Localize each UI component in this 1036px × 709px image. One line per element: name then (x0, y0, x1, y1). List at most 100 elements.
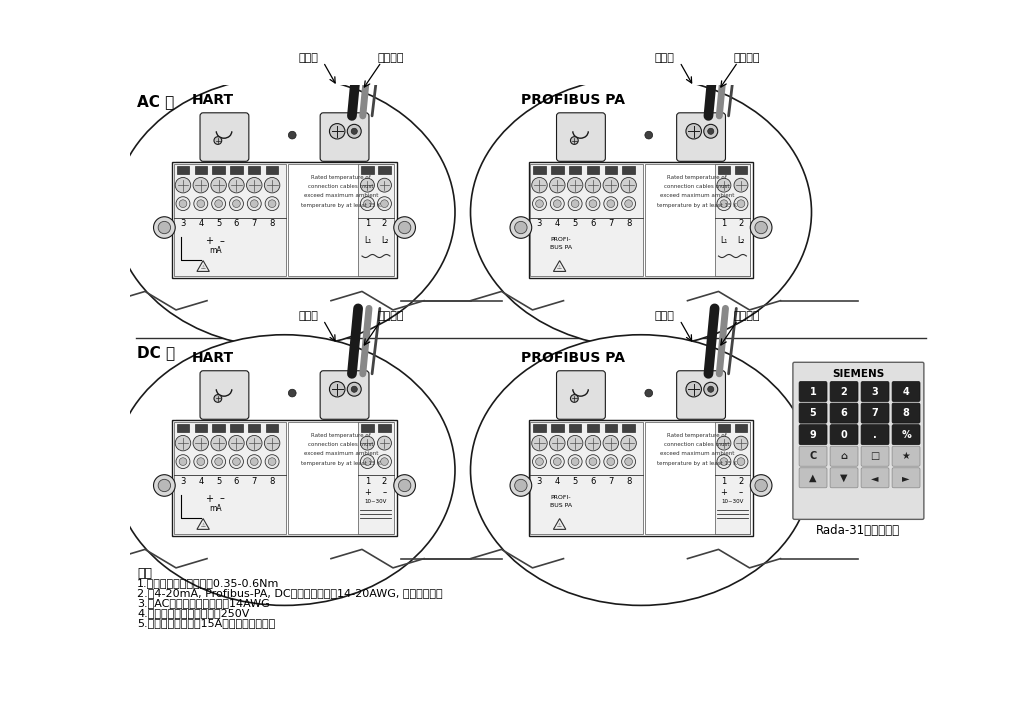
Text: 6: 6 (591, 477, 596, 486)
Bar (288, 164, 393, 276)
Circle shape (194, 454, 208, 469)
Text: PROFIBUS PA: PROFIBUS PA (521, 352, 625, 365)
Text: 注：: 注： (137, 567, 152, 580)
Circle shape (288, 389, 296, 397)
Text: 2: 2 (739, 477, 744, 486)
Circle shape (179, 200, 186, 208)
Bar (569, 166, 581, 174)
Text: Rated temperature of: Rated temperature of (311, 433, 371, 438)
Circle shape (585, 177, 601, 193)
Circle shape (288, 131, 296, 139)
Circle shape (510, 475, 531, 496)
Circle shape (361, 196, 374, 211)
FancyBboxPatch shape (861, 468, 889, 488)
FancyBboxPatch shape (892, 425, 920, 445)
Circle shape (214, 395, 222, 402)
Circle shape (179, 458, 186, 466)
Circle shape (380, 200, 388, 208)
Text: 接地端子: 接地端子 (377, 311, 404, 321)
Bar (266, 166, 279, 174)
FancyBboxPatch shape (556, 371, 605, 419)
FancyBboxPatch shape (892, 381, 920, 401)
Circle shape (622, 454, 635, 469)
Circle shape (510, 217, 531, 238)
Text: 3: 3 (537, 219, 542, 228)
FancyBboxPatch shape (892, 468, 920, 488)
Circle shape (750, 475, 772, 496)
Bar (172, 162, 397, 278)
Text: PROFIBUS PA: PROFIBUS PA (521, 94, 625, 108)
Circle shape (568, 454, 582, 469)
Circle shape (264, 177, 280, 193)
FancyBboxPatch shape (200, 371, 249, 419)
Text: Rada-31手持编程器: Rada-31手持编程器 (816, 524, 900, 537)
Text: 10~30V: 10~30V (365, 499, 387, 504)
Bar (362, 424, 374, 432)
Circle shape (533, 454, 546, 469)
Text: 接地端子: 接地端子 (733, 311, 760, 321)
Text: 2: 2 (739, 219, 744, 228)
Circle shape (720, 200, 728, 208)
Circle shape (549, 435, 565, 451)
Text: –: – (220, 493, 224, 503)
Bar (230, 166, 242, 174)
FancyBboxPatch shape (830, 446, 858, 467)
FancyBboxPatch shape (830, 403, 858, 423)
Circle shape (568, 177, 583, 193)
Circle shape (755, 221, 768, 234)
Circle shape (329, 123, 345, 139)
Circle shape (175, 177, 191, 193)
Text: SIEMENS: SIEMENS (832, 369, 885, 379)
Circle shape (737, 200, 745, 208)
Text: 8: 8 (902, 408, 910, 418)
Bar (569, 424, 581, 432)
Bar (534, 166, 546, 174)
Text: C: C (809, 451, 816, 462)
Bar (530, 422, 642, 534)
Text: 2: 2 (382, 477, 387, 486)
Ellipse shape (470, 77, 811, 347)
Circle shape (214, 200, 223, 208)
Circle shape (380, 458, 388, 466)
Text: 1: 1 (721, 477, 726, 486)
Text: L₂: L₂ (381, 236, 388, 245)
Circle shape (232, 458, 240, 466)
Circle shape (604, 196, 617, 211)
Text: temperature by at least 15 K: temperature by at least 15 K (300, 461, 380, 466)
Circle shape (607, 200, 614, 208)
Circle shape (686, 381, 701, 397)
Circle shape (644, 131, 653, 139)
Bar (358, 422, 394, 534)
Text: 3: 3 (180, 219, 185, 228)
Text: 8: 8 (269, 219, 275, 228)
Circle shape (708, 386, 714, 392)
Text: exceed maximum ambient: exceed maximum ambient (304, 194, 378, 199)
Text: 2.　4-20mA, Profibus-PA, DC输入回路电缆为14-20AWG, 带屏蔽铜导线: 2. 4-20mA, Profibus-PA, DC输入回路电缆为14-20AW… (137, 588, 442, 598)
Circle shape (720, 458, 728, 466)
Bar (195, 424, 207, 432)
FancyBboxPatch shape (892, 446, 920, 467)
Text: +: + (364, 488, 371, 497)
Text: L₂: L₂ (738, 236, 745, 245)
Circle shape (361, 454, 374, 469)
Bar (177, 424, 190, 432)
Circle shape (247, 435, 262, 451)
Bar (623, 424, 635, 432)
Circle shape (193, 177, 208, 193)
Circle shape (604, 454, 617, 469)
Bar (174, 164, 286, 276)
Circle shape (550, 196, 565, 211)
Bar (195, 166, 207, 174)
Text: 5: 5 (573, 219, 578, 228)
Circle shape (197, 200, 205, 208)
Circle shape (377, 178, 392, 192)
Circle shape (153, 217, 175, 238)
Circle shape (533, 196, 546, 211)
Circle shape (515, 479, 527, 491)
Circle shape (394, 217, 415, 238)
Bar (605, 166, 617, 174)
Circle shape (571, 137, 578, 145)
Text: 2: 2 (382, 219, 387, 228)
Circle shape (733, 454, 748, 469)
Circle shape (531, 177, 547, 193)
